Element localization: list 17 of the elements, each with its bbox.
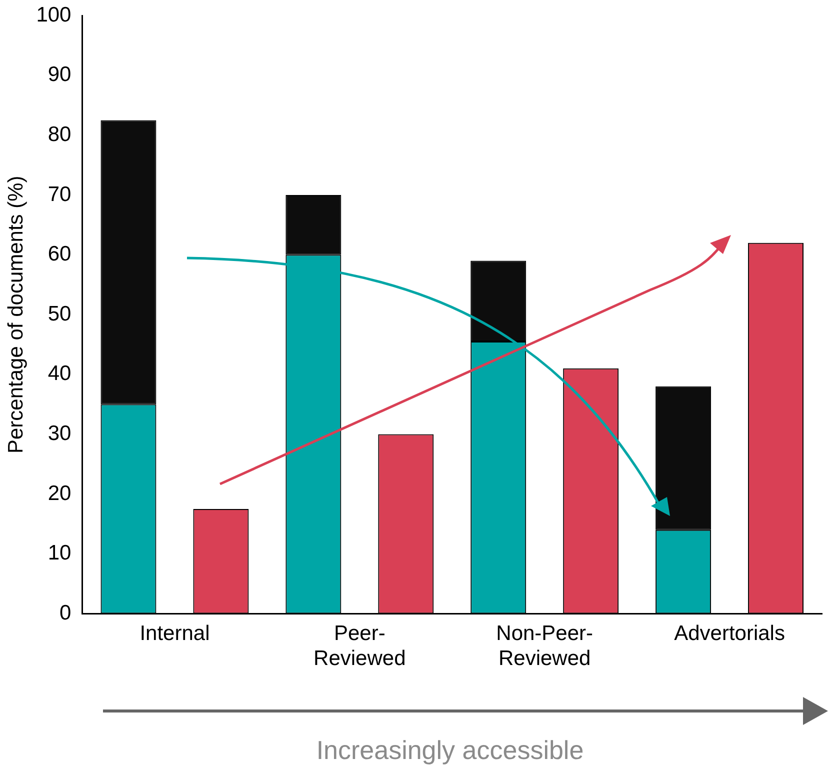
y-tick-label: 100 — [36, 3, 72, 26]
y-tick-label: 10 — [48, 542, 72, 565]
y-axis-title: Percentage of documents (%) — [4, 176, 28, 454]
y-tick-label: 80 — [48, 122, 72, 146]
x-tick-label: Advertorials — [674, 622, 785, 645]
y-tick-label: 0 — [60, 601, 72, 624]
y-tick-label: 90 — [48, 63, 72, 86]
y-tick-label: 50 — [48, 302, 72, 326]
y-tick-label: 30 — [48, 422, 72, 445]
y-tick-label: 20 — [48, 482, 72, 505]
y-tick-label: 70 — [48, 182, 72, 206]
y-tick-label: 40 — [48, 362, 72, 386]
y-tick-label: 60 — [48, 242, 72, 266]
x-tick-label: Non-Peer-Reviewed — [496, 622, 594, 670]
x-tick-label: Internal — [140, 622, 210, 645]
x-tick-label: Peer-Reviewed — [314, 622, 406, 670]
text: Increasingly accessible — [315, 735, 585, 766]
